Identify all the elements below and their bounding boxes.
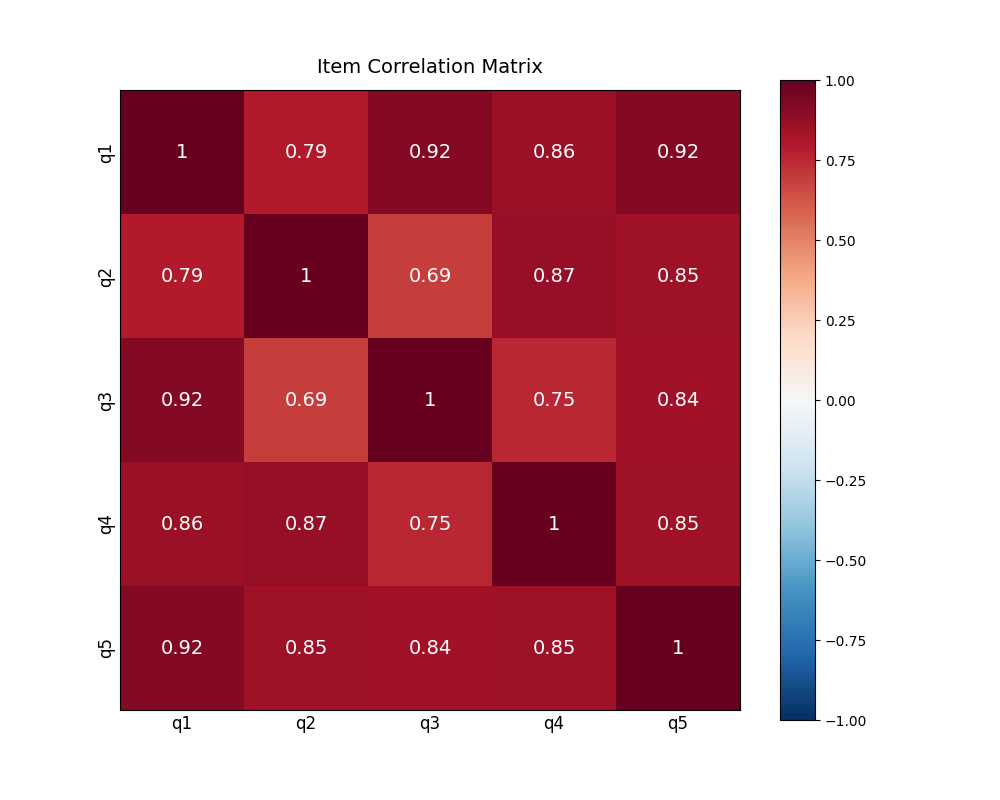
Text: 0.86: 0.86 [160, 514, 204, 534]
Text: 0.85: 0.85 [532, 638, 576, 658]
Text: 0.92: 0.92 [408, 142, 452, 162]
Text: 0.84: 0.84 [656, 390, 700, 410]
Text: 0.92: 0.92 [656, 142, 700, 162]
Text: 0.84: 0.84 [408, 638, 452, 658]
Text: 1: 1 [424, 390, 436, 410]
Title: Item Correlation Matrix: Item Correlation Matrix [317, 58, 543, 78]
Text: 0.85: 0.85 [284, 638, 328, 658]
Text: 0.87: 0.87 [532, 266, 576, 286]
Text: 0.79: 0.79 [160, 266, 204, 286]
Text: 0.69: 0.69 [408, 266, 452, 286]
Text: 1: 1 [548, 514, 560, 534]
Text: 0.92: 0.92 [160, 390, 204, 410]
Text: 0.92: 0.92 [160, 638, 204, 658]
Text: 0.86: 0.86 [532, 142, 576, 162]
Text: 0.85: 0.85 [656, 266, 700, 286]
Text: 1: 1 [176, 142, 188, 162]
Text: 0.79: 0.79 [284, 142, 328, 162]
Text: 0.69: 0.69 [284, 390, 328, 410]
Text: 1: 1 [300, 266, 312, 286]
Text: 0.85: 0.85 [656, 514, 700, 534]
Text: 0.87: 0.87 [284, 514, 328, 534]
Text: 0.75: 0.75 [532, 390, 576, 410]
Text: 0.75: 0.75 [408, 514, 452, 534]
Text: 1: 1 [672, 638, 684, 658]
